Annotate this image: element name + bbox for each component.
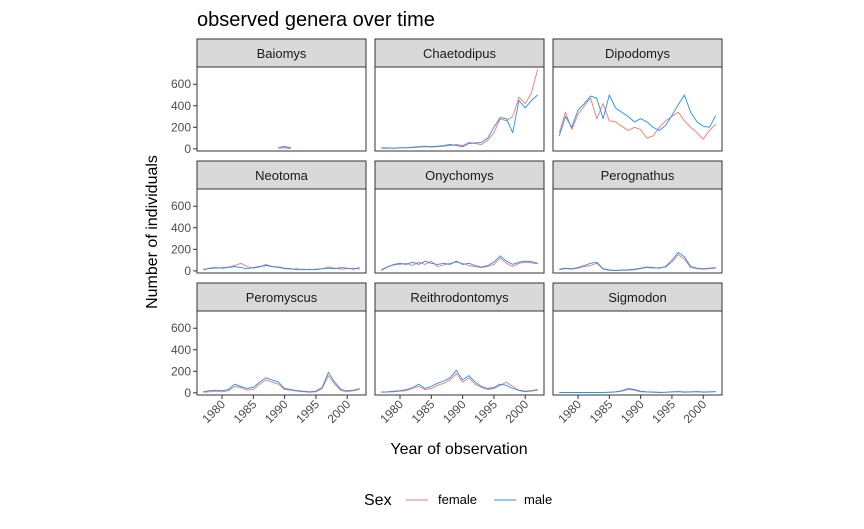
female-line-dipodomys	[558, 97, 717, 140]
legend-female-label: female	[438, 492, 477, 507]
y-tick-label: 200	[171, 364, 191, 378]
plot-area-reithrodontomys	[374, 310, 545, 396]
plot-area-baiomys	[196, 66, 367, 152]
strip-neotoma	[196, 160, 367, 190]
plot-area-dipodomys	[552, 66, 723, 152]
strip-label-chaetodipus: Chaetodipus	[423, 46, 496, 61]
x-tick-label: 2000	[681, 397, 710, 426]
x-tick-label: 1990	[440, 397, 469, 426]
panel-chaetodipus: Chaetodipus	[374, 38, 545, 152]
panel-dipodomys: Dipodomys	[552, 38, 723, 152]
plot-area-onychomys	[374, 188, 545, 274]
strip-perognathus	[552, 160, 723, 190]
x-tick-label: 1995	[471, 397, 500, 426]
panel-reithrodontomys: Reithrodontomys 1980 1985 1990 1995 2000	[374, 282, 545, 426]
y-tick-label: 600	[171, 321, 191, 335]
plot-area-peromyscus	[196, 310, 367, 396]
panels-grid: Baiomys 0 200 400 600 Chaetodipus Dipodomys Neo…	[171, 38, 723, 426]
x-tick-label: 1980	[199, 397, 228, 426]
panel-baiomys: Baiomys 0 200 400 600	[171, 38, 367, 156]
panel-sigmodon: Sigmodon 1980 1985 1990 1995 2000	[552, 282, 723, 426]
x-tick-label: 1995	[649, 397, 678, 426]
y-tick-label: 400	[171, 221, 191, 235]
strip-label-baiomys: Baiomys	[257, 46, 307, 61]
plot-area-perognathus	[552, 188, 723, 274]
male-line-reithrodontomys	[381, 369, 538, 393]
plot-area-neotoma	[196, 188, 367, 274]
female-line-perognathus	[559, 254, 716, 271]
x-tick-label: 2000	[503, 397, 532, 426]
x-axis-title: Year of observation	[390, 441, 527, 458]
y-tick-label: 0	[184, 142, 191, 156]
strip-label-onychomys: Onychomys	[425, 168, 494, 183]
female-line-reithrodontomys	[381, 373, 538, 393]
strip-label-dipodomys: Dipodomys	[605, 46, 671, 61]
plot-area-chaetodipus	[374, 66, 545, 152]
strip-dipodomys	[552, 38, 723, 68]
male-line-onychomys	[381, 255, 538, 271]
male-line-peromyscus	[203, 371, 360, 393]
female-line-neotoma	[203, 262, 360, 271]
female-line-peromyscus	[203, 375, 360, 393]
x-tick-label: 1985	[587, 397, 616, 426]
male-line-sigmodon	[559, 388, 716, 394]
y-tick-label: 200	[171, 242, 191, 256]
legend: Sex female male	[364, 492, 552, 509]
y-tick-label: 400	[171, 343, 191, 357]
y-tick-label: 600	[171, 199, 191, 213]
strip-label-neotoma: Neotoma	[255, 168, 309, 183]
x-tick-label: 1995	[293, 397, 322, 426]
panel-perognathus: Perognathus	[552, 160, 723, 274]
legend-male-label: male	[524, 492, 552, 507]
chart-title: observed genera over time	[197, 9, 435, 31]
y-tick-label: 200	[171, 120, 191, 134]
x-tick-label: 2000	[325, 397, 354, 426]
x-tick-label: 1980	[555, 397, 584, 426]
female-line-baiomys	[278, 147, 291, 149]
y-tick-label: 0	[184, 386, 191, 400]
x-tick-label: 1985	[231, 397, 260, 426]
y-tick-label: 0	[184, 264, 191, 278]
male-line-perognathus	[559, 252, 716, 271]
strip-label-peromyscus: Peromyscus	[246, 290, 318, 305]
strip-chaetodipus	[374, 38, 545, 68]
x-tick-label: 1985	[409, 397, 438, 426]
strip-peromyscus	[196, 282, 367, 312]
x-tick-label: 1990	[618, 397, 647, 426]
strip-label-perognathus: Perognathus	[601, 168, 675, 183]
y-tick-label: 400	[171, 99, 191, 113]
male-line-baiomys	[278, 146, 292, 149]
male-line-dipodomys	[558, 94, 717, 137]
x-tick-label: 1980	[377, 397, 406, 426]
panel-neotoma: Neotoma 0 200 400 600	[171, 160, 367, 278]
y-axis-title: Number of individuals	[144, 155, 161, 309]
strip-reithrodontomys	[374, 282, 545, 312]
strip-baiomys	[196, 38, 367, 68]
male-line-chaetodipus	[381, 94, 538, 149]
strip-label-sigmodon: Sigmodon	[608, 290, 667, 305]
panel-onychomys: Onychomys	[374, 160, 545, 274]
strip-onychomys	[374, 160, 545, 190]
y-tick-label: 600	[171, 77, 191, 91]
strip-label-reithrodontomys: Reithrodontomys	[410, 290, 509, 305]
legend-title: Sex	[364, 492, 392, 509]
x-tick-label: 1990	[262, 397, 291, 426]
plot-area-sigmodon	[552, 310, 723, 396]
panel-peromyscus: Peromyscus 0 200 400 600 1980 1985 1990 1995 2000	[171, 282, 367, 426]
male-line-neotoma	[203, 265, 360, 271]
